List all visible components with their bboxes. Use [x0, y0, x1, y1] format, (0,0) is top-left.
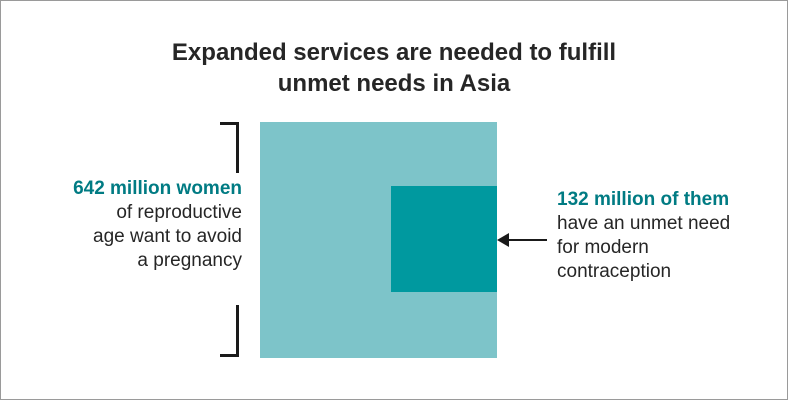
left-annotation-line-3: a pregnancy [137, 250, 242, 271]
figure-title-line-2: unmet needs in Asia [277, 70, 511, 97]
unmet-need-square [391, 186, 497, 292]
arrow-shaft [507, 239, 547, 241]
right-annotation-highlight: 132 million of them [557, 189, 730, 210]
bracket-top-tick [220, 122, 239, 125]
right-annotation: 132 million of them have an unmet need f… [557, 188, 782, 284]
arrow-left-icon [497, 233, 509, 247]
right-annotation-line-1: have an unmet need [557, 213, 731, 234]
left-annotation-highlight: 642 million women [73, 178, 242, 199]
left-annotation-line-1: of reproductive [116, 202, 242, 223]
bracket-gap [232, 173, 243, 305]
bracket-bottom-tick [220, 354, 239, 357]
right-annotation-line-2: for modern [557, 237, 649, 258]
right-annotation-line-3: contraception [557, 261, 672, 282]
left-annotation: 642 million women of reproductive age wa… [22, 177, 242, 273]
left-annotation-line-2: age want to avoid [93, 226, 242, 247]
figure-title-line-1: Expanded services are needed to fulfill [171, 39, 617, 66]
